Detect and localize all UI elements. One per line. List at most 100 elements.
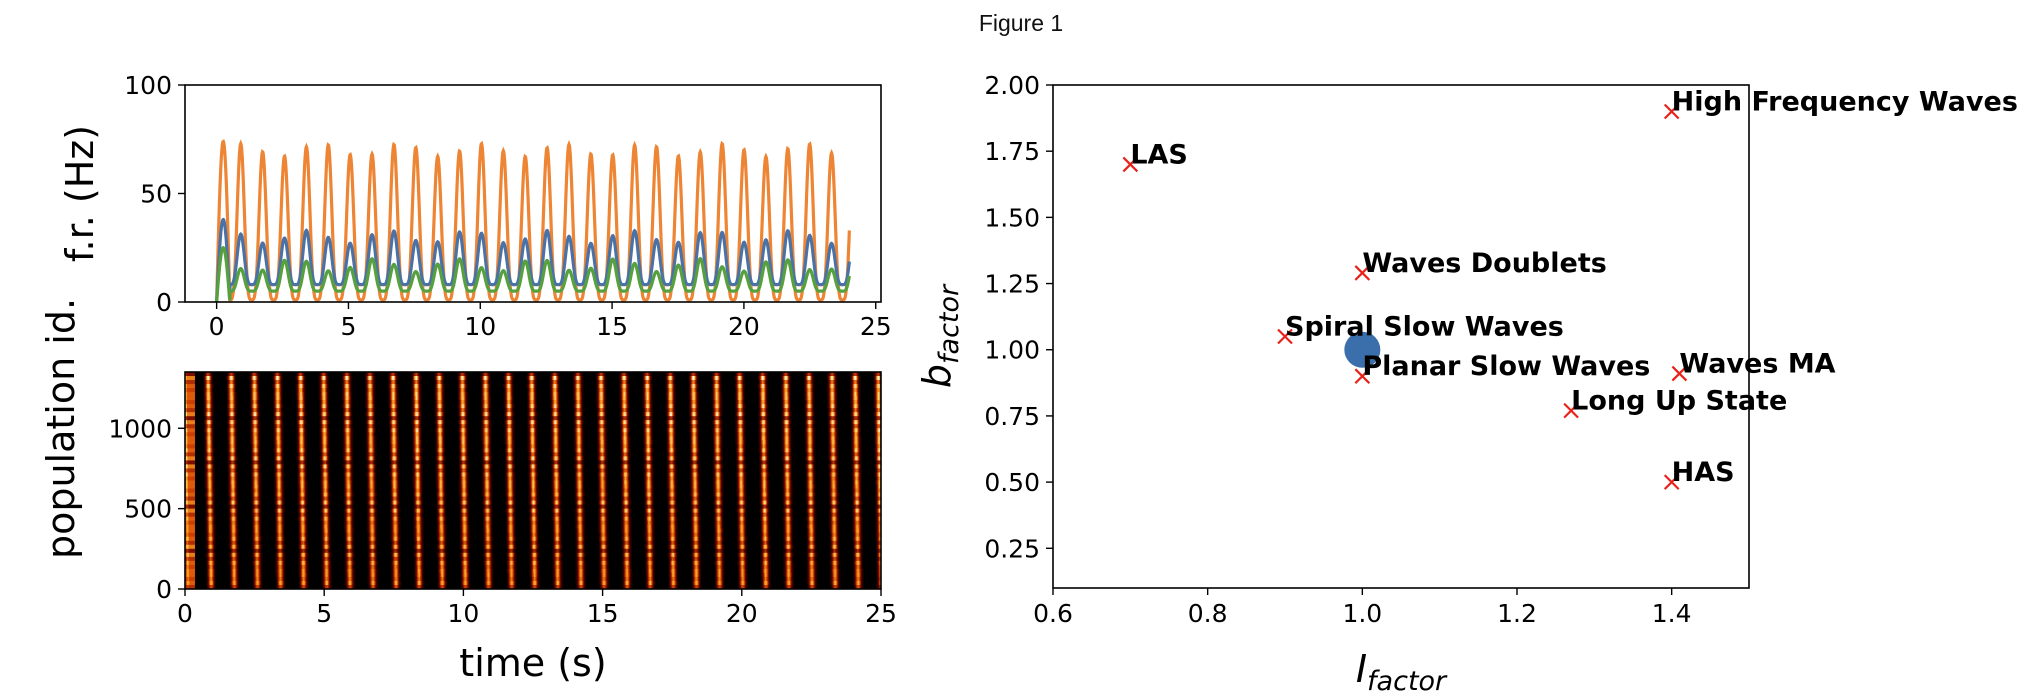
heatmap-cell: [461, 412, 463, 417]
heatmap-cell: [390, 416, 393, 421]
heatmap-cell: [345, 396, 347, 401]
heatmap-cell: [531, 428, 533, 433]
heatmap-cell: [225, 376, 227, 381]
heatmap-cell: [489, 432, 491, 437]
heatmap-cell: [234, 432, 236, 437]
heatmap-cell: [373, 392, 375, 397]
heatmap-cell: [393, 408, 396, 413]
heatmap-cell: [620, 432, 623, 437]
heatmap-cell: [670, 372, 672, 377]
heatmap-cell: [767, 424, 770, 429]
heatmap-cell: [739, 424, 742, 429]
heatmap-cell: [394, 380, 397, 385]
heatmap-cell: [603, 412, 605, 417]
heatmap-cell: [836, 404, 838, 409]
heatmap-cell: [484, 384, 487, 389]
heatmap-cell: [213, 428, 215, 433]
heatmap-cell: [508, 428, 511, 433]
heatmap-cell: [716, 408, 718, 413]
heatmap-cell: [371, 392, 373, 397]
heatmap-cell: [602, 396, 604, 401]
heatmap-cell: [603, 428, 605, 433]
heatmap-cell: [529, 412, 531, 417]
heatmap-cell: [599, 436, 601, 441]
heatmap-cell: [206, 380, 208, 385]
heatmap-cell: [325, 408, 327, 413]
heatmap-cell: [690, 432, 692, 437]
heatmap-cell: [695, 428, 697, 433]
heatmap-cell: [397, 388, 399, 393]
heatmap-cell: [506, 388, 509, 393]
heatmap-cell: [787, 384, 789, 389]
heatmap-cell: [596, 436, 599, 441]
heatmap-cell: [647, 392, 649, 397]
heatmap-cell: [511, 396, 513, 401]
heatmap-cell: [810, 384, 812, 389]
heatmap-cell: [394, 416, 397, 421]
heatmap-cell: [603, 404, 605, 409]
heatmap-cell: [536, 432, 539, 437]
heatmap-cell: [835, 376, 837, 381]
heatmap-cell: [807, 392, 809, 397]
heatmap-cell: [461, 384, 464, 389]
heatmap-cell: [325, 404, 327, 409]
heatmap-cell: [625, 412, 628, 417]
heatmap-cell: [233, 424, 235, 429]
heatmap-cell: [236, 400, 238, 405]
heatmap-cell: [715, 380, 718, 385]
heatmap-cell: [623, 372, 626, 377]
heatmap-cell: [810, 424, 812, 429]
heatmap-cell: [299, 388, 301, 393]
heatmap-cell: [487, 388, 489, 393]
heatmap-cell: [374, 396, 376, 401]
heatmap-cell: [828, 400, 831, 405]
heatmap-cell: [736, 404, 739, 409]
heatmap-cell: [721, 404, 723, 409]
heatmap-cell: [858, 404, 861, 409]
heatmap-cell: [741, 408, 744, 413]
heatmap-cell: [828, 420, 831, 425]
heatmap-cell: [717, 380, 719, 385]
heatmap-cell: [789, 416, 791, 421]
heatmap-cell: [808, 384, 810, 389]
heatmap-cell: [252, 432, 254, 437]
heatmap-cell: [533, 424, 535, 429]
heatmap-cell: [418, 420, 421, 425]
heatmap-cell: [692, 396, 695, 401]
heatmap-cell: [204, 412, 206, 417]
heatmap-cell: [806, 404, 808, 409]
heatmap-cell: [645, 384, 647, 389]
heatmap-cell: [649, 412, 652, 417]
heatmap-cell: [487, 384, 489, 389]
heatmap-cell: [643, 372, 645, 377]
heatmap-cell: [417, 400, 419, 405]
heatmap-cell: [458, 432, 460, 437]
heatmap-cell: [418, 384, 421, 389]
heatmap-cell: [578, 384, 580, 389]
heatmap-cell: [459, 388, 461, 393]
heatmap-cell: [789, 404, 791, 409]
heatmap-cell: [466, 372, 468, 377]
heatmap-cell: [530, 372, 532, 377]
heatmap-cell: [534, 396, 537, 401]
heatmap-cell: [460, 372, 462, 377]
heatmap-cell: [625, 416, 628, 421]
heatmap-cell: [365, 404, 368, 409]
heatmap-cell: [765, 372, 768, 377]
heatmap-cell: [464, 388, 466, 393]
heatmap-cell: [442, 432, 444, 437]
heatmap-cell: [647, 376, 649, 381]
heatmap-cell: [761, 400, 763, 405]
heatmap-cell: [721, 428, 723, 433]
heatmap-cell: [877, 384, 879, 389]
heatmap-cell: [328, 388, 330, 393]
heatmap-cell: [369, 424, 372, 429]
heatmap-cell: [253, 416, 257, 421]
heatmap-cell: [367, 424, 369, 429]
heatmap-cell: [342, 376, 344, 381]
heatmap-cell: [743, 396, 745, 401]
heatmap-cell: [619, 412, 621, 417]
heatmap-cell: [735, 384, 737, 389]
heatmap-cell: [765, 380, 767, 385]
heatmap-cells: [185, 372, 881, 589]
